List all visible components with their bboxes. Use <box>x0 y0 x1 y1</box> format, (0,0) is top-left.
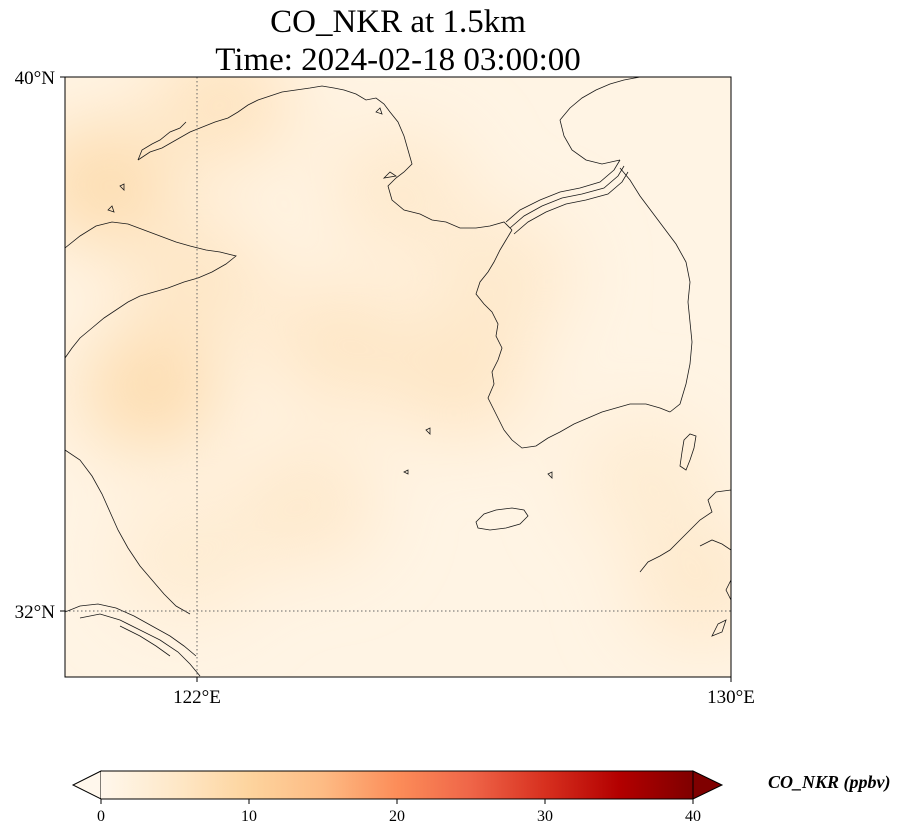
lon-tick-label-130: 130°E <box>707 687 755 708</box>
lat-tick-label-32: 32°N <box>15 602 56 623</box>
field-blob-10 <box>630 523 731 644</box>
field-blob-6 <box>430 217 571 337</box>
map-title: CO_NKR at 1.5km <box>270 4 526 40</box>
colorbar: 0 10 20 30 40 CO_NKR (ppbv) <box>71 770 891 825</box>
field-blob-7 <box>237 443 378 564</box>
field-blob-3 <box>128 217 269 337</box>
colorbar-extend-min <box>71 770 102 800</box>
gridlines <box>65 77 731 677</box>
colorbar-label: CO_NKR (ppbv) <box>768 772 891 793</box>
lon-tick-label-122: 122°E <box>173 687 221 708</box>
map-subtitle-time: Time: 2024-02-18 03:00:00 <box>215 42 581 78</box>
field-blob-9 <box>576 417 717 537</box>
colorbar-tick-label-20: 20 <box>389 808 405 825</box>
colorbar-tick-label-30: 30 <box>537 808 553 825</box>
colorbar-tick-label-40: 40 <box>685 808 701 825</box>
field-blob-1 <box>79 330 220 451</box>
field-blob-11 <box>116 497 257 617</box>
colorbar-gradient <box>101 771 693 799</box>
longitude-ticks: 122°E 130°E <box>173 677 755 708</box>
field-blob-5 <box>388 317 529 437</box>
map-panel <box>65 77 731 677</box>
field-blob-8 <box>328 130 468 251</box>
field-blob-2 <box>152 77 293 164</box>
latitude-ticks: 40°N 32°N <box>15 68 65 623</box>
field-blob-0 <box>65 123 172 244</box>
lat-tick-label-40: 40°N <box>15 68 56 89</box>
colorbar-tick-label-10: 10 <box>241 808 257 825</box>
coastlines <box>65 77 731 677</box>
field-blob-4 <box>267 283 408 404</box>
colorbar-extend-max <box>692 770 724 800</box>
colorbar-ticks: 0 10 20 30 40 <box>97 799 701 825</box>
colorbar-tick-label-0: 0 <box>97 808 105 825</box>
map-frame <box>64 76 732 678</box>
co-concentration-field <box>65 77 731 644</box>
